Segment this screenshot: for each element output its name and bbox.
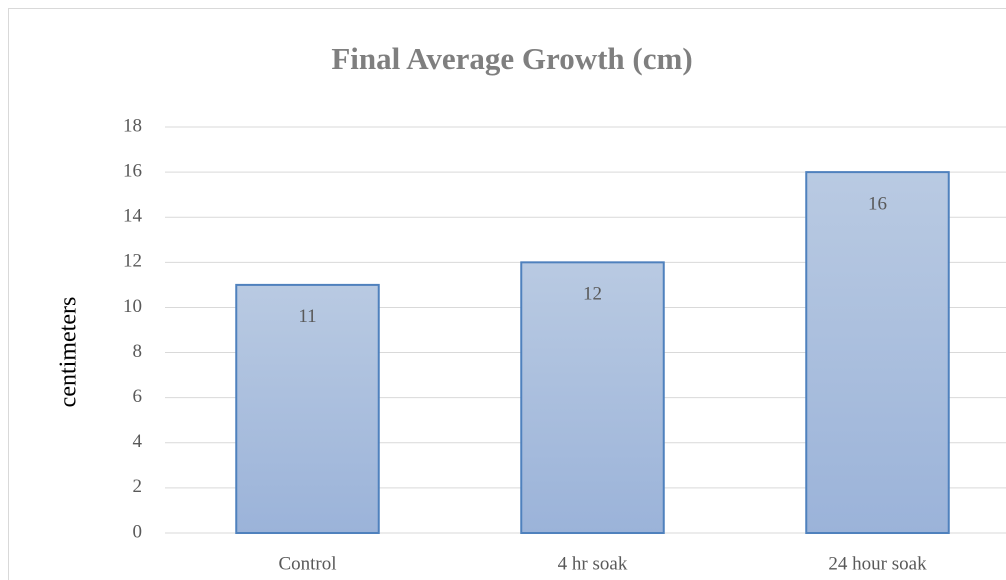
- y-tick-label: 18: [123, 115, 142, 136]
- y-tick-label: 8: [133, 341, 143, 362]
- data-label: 16: [868, 193, 887, 214]
- y-tick-label: 16: [123, 160, 142, 181]
- chart-title: Final Average Growth (cm): [331, 41, 692, 76]
- y-tick-label: 0: [133, 521, 143, 542]
- y-tick-label: 2: [133, 476, 143, 497]
- bar: [520, 261, 665, 534]
- y-tick-label: 12: [123, 251, 142, 272]
- bar: [805, 171, 950, 534]
- y-tick-label: 6: [133, 386, 143, 407]
- bar: [235, 283, 380, 534]
- x-tick-label: 24 hour soak: [828, 553, 927, 574]
- y-tick-label: 14: [123, 206, 143, 227]
- y-tick-label: 4: [133, 431, 143, 452]
- data-label: 12: [583, 284, 602, 305]
- plot-area: 0 2 4 6 8 10 12 14 16 18 Control 11 4 hr soak 12 24 ho…: [123, 115, 1006, 574]
- y-tick-label: 10: [123, 296, 142, 317]
- x-tick-label: Control: [278, 553, 336, 574]
- y-axis-label: centimeters: [56, 297, 82, 408]
- data-label: 11: [298, 306, 316, 327]
- x-tick-label: 4 hr soak: [558, 553, 628, 574]
